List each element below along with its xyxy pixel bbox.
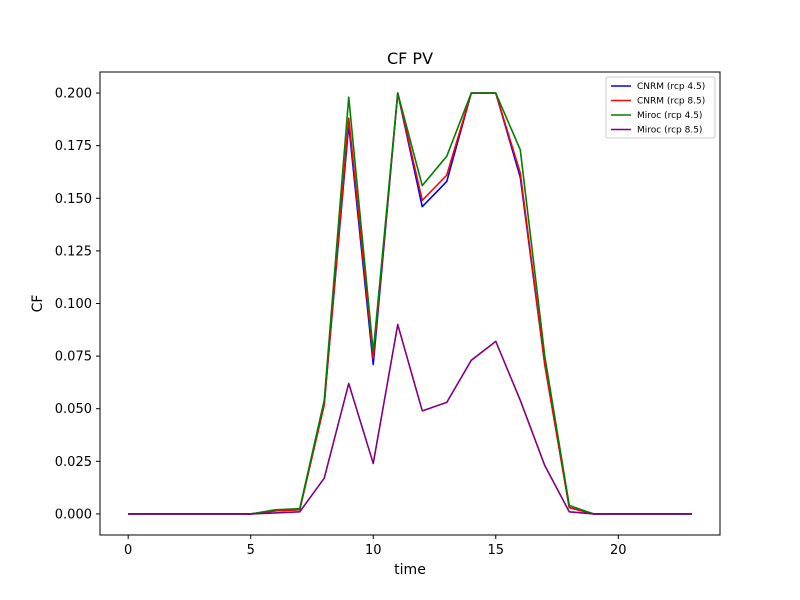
x-tick-label: 0 [124,543,132,558]
series-line-1 [128,92,692,515]
series-line-2 [128,92,692,515]
chart-title: CF PV [387,49,433,68]
y-tick-label: 0.150 [55,192,92,207]
series-line-0 [128,92,692,515]
y-tick-label: 0.075 [55,350,92,365]
legend: CNRM (rcp 4.5) CNRM (rcp 8.5) Miroc (rcp 4… [605,76,716,139]
x-axis-ticks: 0 5 10 15 20 [124,535,627,558]
y-tick-label: 0.000 [55,507,92,522]
y-tick-label: 0.125 [55,244,92,259]
x-tick-label: 15 [487,543,504,558]
series-lines [128,92,692,515]
series-line-3 [128,323,692,515]
x-tick-label: 10 [365,543,382,558]
y-tick-label: 0.175 [55,139,92,154]
y-axis-ticks: 0.000 0.025 0.050 0.075 0.100 0.125 0.150 0.175… [55,87,100,522]
legend-label-2: Miroc (rcp 4.5) [637,111,702,121]
x-tick-label: 20 [610,543,627,558]
legend-label-1: CNRM (rcp 8.5) [637,97,705,107]
y-tick-label: 0.025 [55,455,92,470]
x-tick-label: 5 [247,543,255,558]
y-tick-label: 0.100 [55,297,92,312]
legend-label-0: CNRM (rcp 4.5) [637,82,705,92]
x-axis-label: time [394,562,426,578]
y-tick-label: 0.050 [55,402,92,417]
y-tick-label: 0.200 [55,87,92,102]
legend-label-3: Miroc (rcp 8.5) [637,126,702,136]
legend-box [605,76,716,139]
y-axis-label: CF [30,295,46,313]
